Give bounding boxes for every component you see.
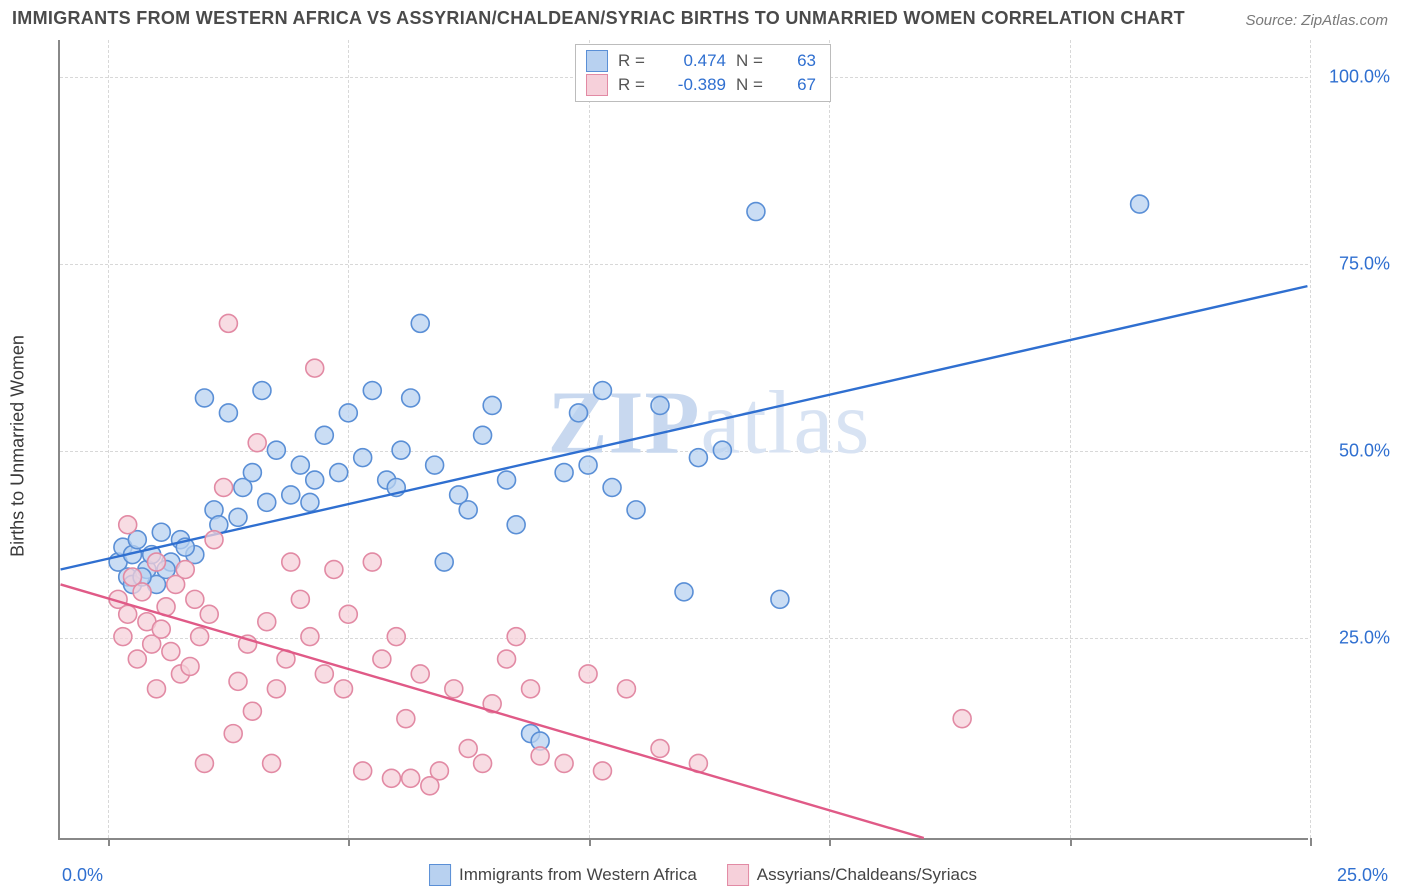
correlation-row-pink: R = -0.389 N = 67 [586, 73, 816, 97]
x-axis-min-label: 0.0% [62, 865, 103, 886]
x-axis-max-label: 25.0% [1337, 865, 1388, 886]
n-label: N = [736, 51, 766, 71]
correlation-legend: R = 0.474 N = 63 R = -0.389 N = 67 [575, 44, 831, 102]
y-tick-label: 25.0% [1339, 628, 1390, 649]
scatter-svg [60, 40, 1308, 838]
correlation-row-blue: R = 0.474 N = 63 [586, 49, 816, 73]
legend-label-pink: Assyrians/Chaldeans/Syriacs [757, 865, 977, 885]
series-legend: Immigrants from Western Africa Assyrians… [429, 864, 977, 886]
swatch-pink [586, 74, 608, 96]
n-value-blue: 63 [776, 51, 816, 71]
plot-area: ZIPatlas [58, 40, 1308, 840]
n-value-pink: 67 [776, 75, 816, 95]
chart-title: IMMIGRANTS FROM WESTERN AFRICA VS ASSYRI… [12, 8, 1185, 29]
r-value-pink: -0.389 [658, 75, 726, 95]
r-label: R = [618, 75, 648, 95]
legend-item-blue: Immigrants from Western Africa [429, 864, 697, 886]
source-attribution: Source: ZipAtlas.com [1245, 12, 1388, 29]
legend-label-blue: Immigrants from Western Africa [459, 865, 697, 885]
y-tick-label: 75.0% [1339, 254, 1390, 275]
swatch-blue [586, 50, 608, 72]
swatch-blue [429, 864, 451, 886]
swatch-pink [727, 864, 749, 886]
r-label: R = [618, 51, 648, 71]
r-value-blue: 0.474 [658, 51, 726, 71]
y-tick-label: 100.0% [1329, 67, 1390, 88]
legend-item-pink: Assyrians/Chaldeans/Syriacs [727, 864, 977, 886]
n-label: N = [736, 75, 766, 95]
y-axis-title: Births to Unmarried Women [8, 335, 29, 557]
y-tick-label: 50.0% [1339, 441, 1390, 462]
